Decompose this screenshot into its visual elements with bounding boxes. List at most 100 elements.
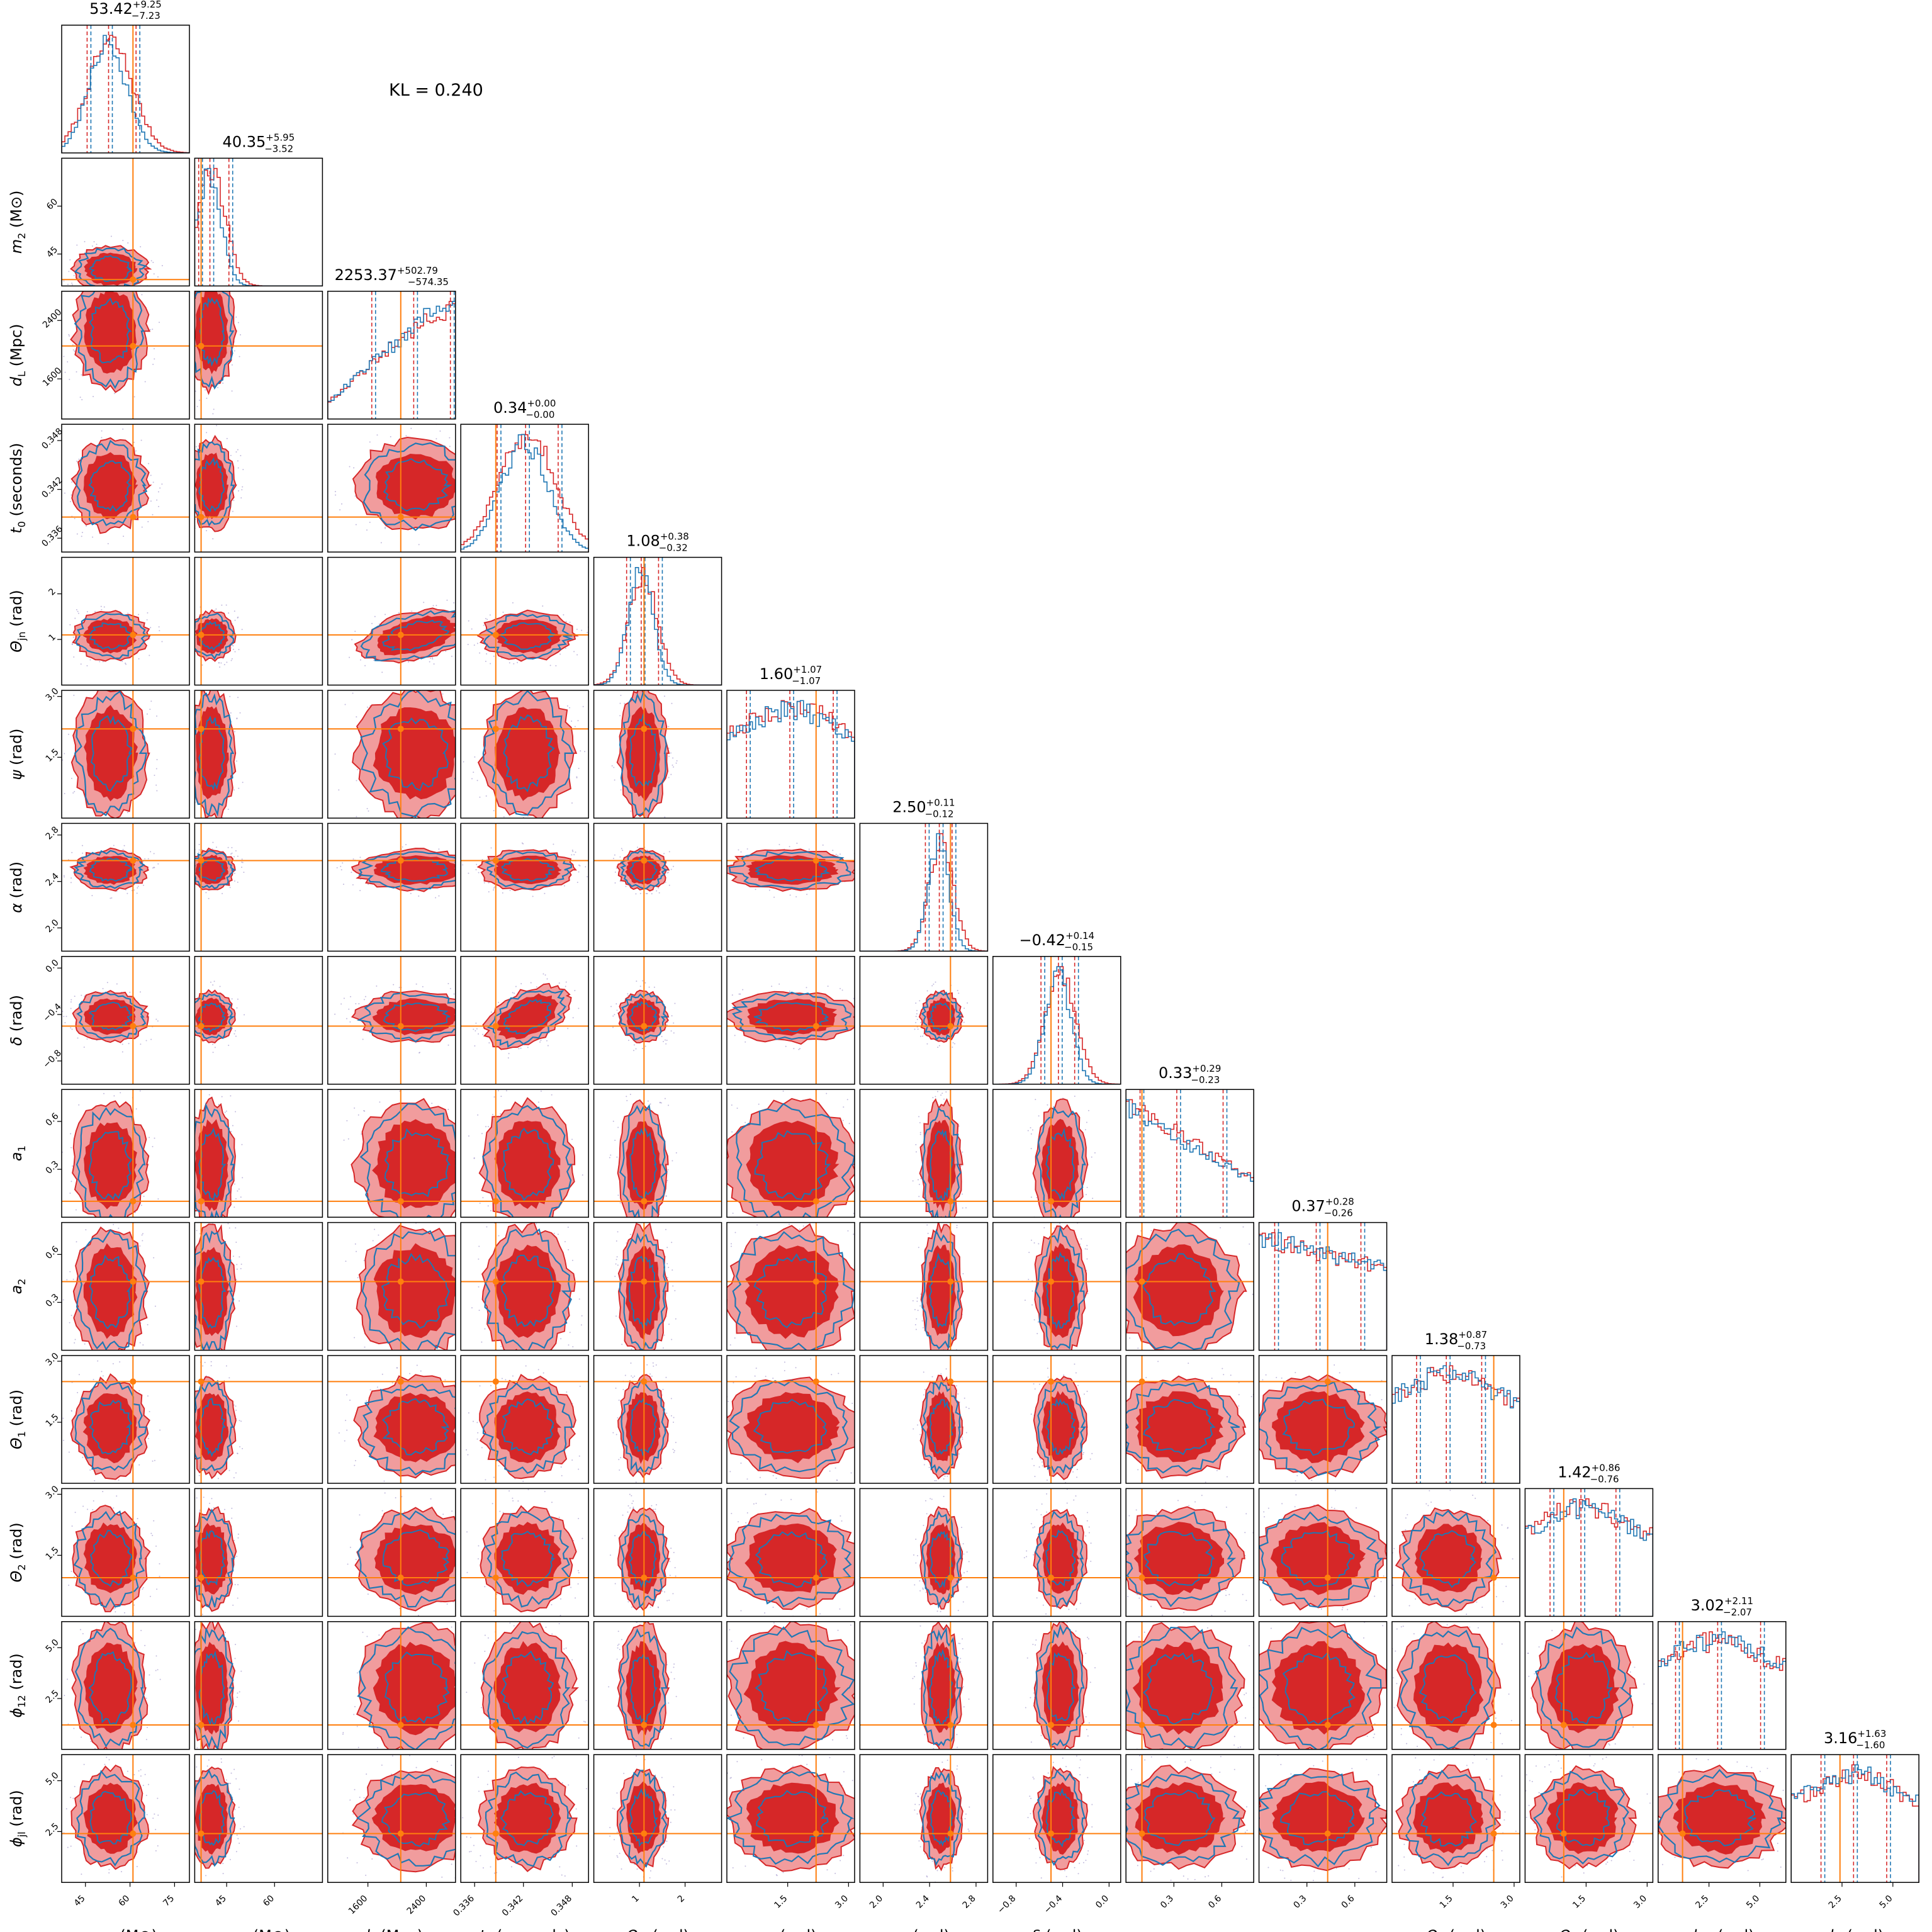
panel-frame [1391,1754,1520,1883]
sample-dot [74,1512,76,1514]
sample-dot [1166,1756,1168,1758]
sample-dot [1150,1619,1151,1620]
sample-dot [569,1332,571,1334]
sample-dot [655,1361,656,1362]
sample-dot [669,1575,671,1576]
sample-dot [146,619,148,621]
sample-dot [1244,1532,1246,1534]
sample-dot [932,1097,934,1099]
sample-dot [368,884,369,885]
truth-point [1048,1574,1055,1581]
sample-dot [637,1887,639,1889]
sample-dot [73,694,75,696]
sample-dot [154,1813,155,1815]
sample-dot [237,881,239,883]
sample-dot [133,1773,135,1775]
sample-dot [649,1606,651,1608]
sample-dot [188,1278,189,1279]
sample-dot [1466,1765,1468,1766]
sample-dot [1121,1664,1123,1665]
sample-dot [755,889,756,890]
sample-dot [1078,1756,1079,1758]
sample-dot [201,1374,203,1376]
sample-dot [778,983,780,985]
sample-dot [1535,1765,1537,1767]
sample-dot [493,810,495,812]
sample-dot [915,1328,917,1330]
sample-dot [542,973,544,975]
panel-frame [460,1488,589,1617]
sample-dot [929,1218,931,1219]
sample-dot [486,619,488,621]
sample-dot [1030,1196,1032,1198]
panel-t0-psi [460,690,589,819]
x-axis-label-theta2: Θ2 (rad) [1559,1927,1619,1932]
sample-dot [186,1273,188,1274]
sample-dot [719,1138,721,1140]
contour-b-outer [356,992,456,1043]
sample-dot [547,1774,549,1776]
sample-dot [619,856,621,858]
sample-dot [191,609,193,610]
sample-dot [225,1110,227,1112]
panel-frame [726,1222,855,1351]
sample-dot [614,1808,615,1810]
sample-dot [193,398,194,400]
sample-dot [71,1028,73,1030]
sample-dot [476,444,477,446]
sample-dot [475,1596,476,1597]
sample-dot [184,1157,185,1159]
sample-dot [378,1634,380,1636]
panel-frame [327,291,456,420]
sample-dot [1086,1520,1088,1522]
sample-dot [155,1545,157,1547]
panel-frame [593,1754,722,1883]
panel-delta-a1 [992,1089,1121,1218]
sample-dot [561,1474,563,1476]
sample-dot [374,1228,376,1230]
sample-dot [236,1556,238,1558]
kl-annotation: KL = 0.240 [389,81,483,100]
sample-dot [128,1043,130,1045]
sample-dot [471,1844,472,1845]
sample-dot [371,675,373,677]
sample-dot [157,1020,159,1022]
sample-dot [585,866,587,868]
sample-dot [199,1233,201,1235]
sample-dot [475,770,476,772]
sample-dot [545,1746,547,1748]
sample-dot [464,1458,466,1459]
sample-dot [712,1020,713,1021]
sample-dot [212,841,214,843]
sample-dot [1104,1424,1106,1425]
sample-dot [660,1102,662,1104]
sample-dot [1661,1863,1663,1865]
panel-t0-a2 [460,1222,589,1351]
sample-dot [352,692,354,694]
sample-dot [1695,1758,1697,1760]
sample-dot [675,1152,677,1154]
sample-dot [110,235,112,237]
panel-frame [327,1621,456,1750]
sample-dot [488,1042,490,1044]
sample-dot [1150,1230,1152,1232]
sample-dot [670,1671,672,1673]
sample-dot [510,1866,512,1868]
sample-dot [478,1310,480,1311]
sample-dot [225,1365,227,1367]
sample-dot [481,858,483,860]
sample-dot [576,629,578,631]
sample-dot [484,1634,486,1636]
contour-b-inner [501,858,555,882]
contour-b-inner [503,714,555,793]
panel-frame [726,690,855,819]
sample-dot [1424,1617,1425,1618]
panel-frame [1125,1621,1254,1750]
sample-dot [1030,1741,1032,1743]
sample-dot [960,1527,962,1529]
sample-dot [366,807,368,809]
sample-dot [80,826,81,828]
sample-dot [74,790,76,792]
sample-dot [1079,1602,1081,1604]
panel-t0-theta_jn [460,556,589,686]
